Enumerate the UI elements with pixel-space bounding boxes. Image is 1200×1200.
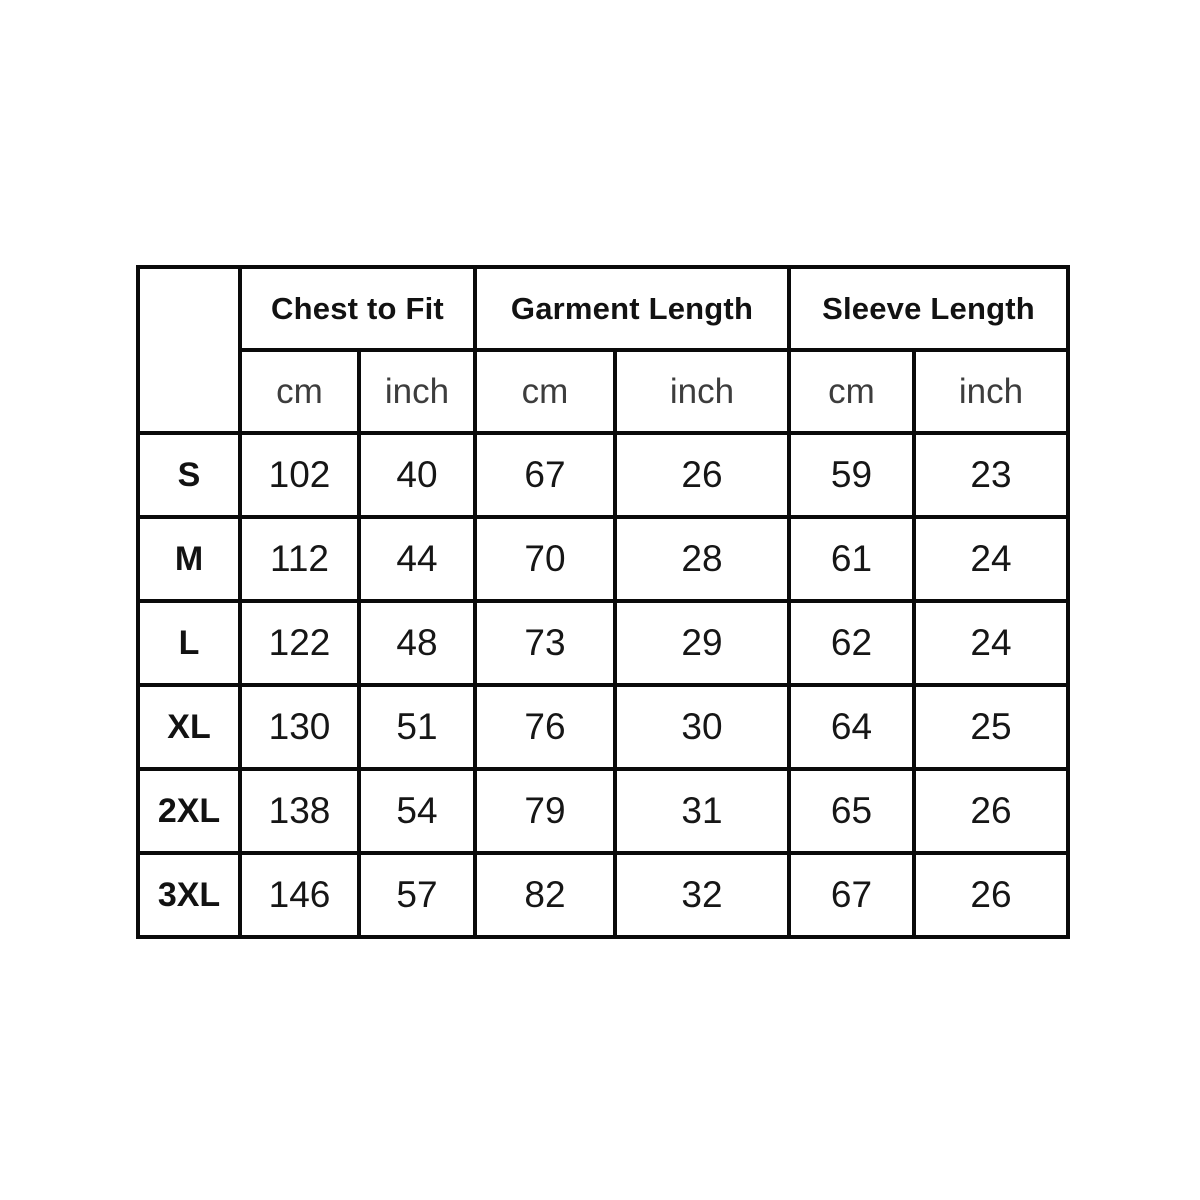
table-cell: 138 [238, 767, 361, 855]
table-row-xl: XL 130 51 76 30 64 25 [136, 683, 1070, 771]
table-cell: 102 [238, 431, 361, 519]
table-cell: 40 [357, 431, 477, 519]
table-cell: 65 [787, 767, 916, 855]
table-cell: 26 [912, 767, 1070, 855]
column-group-chest-to-fit: Chest to Fit [238, 265, 477, 352]
table-cell: 26 [912, 851, 1070, 939]
table-cell: 57 [357, 851, 477, 939]
size-label-3xl: 3XL [136, 851, 242, 939]
table-cell: 26 [613, 431, 791, 519]
column-group-sleeve-length: Sleeve Length [787, 265, 1070, 352]
size-chart-table: Chest to Fit Garment Length Sleeve Lengt… [136, 265, 1070, 939]
size-label-xl: XL [136, 683, 242, 771]
size-label-m: M [136, 515, 242, 603]
unit-header-sleeve-inch: inch [912, 348, 1070, 435]
size-label-2xl: 2XL [136, 767, 242, 855]
table-cell: 122 [238, 599, 361, 687]
table-cell: 51 [357, 683, 477, 771]
table-cell: 31 [613, 767, 791, 855]
size-label-s: S [136, 431, 242, 519]
table-cell: 64 [787, 683, 916, 771]
table-cell: 67 [473, 431, 617, 519]
table-cell: 130 [238, 683, 361, 771]
table-cell: 62 [787, 599, 916, 687]
table-cell: 32 [613, 851, 791, 939]
table-cell: 24 [912, 515, 1070, 603]
table-cell: 73 [473, 599, 617, 687]
unit-header-row: cm inch cm inch cm inch [138, 348, 1070, 435]
table-row-s: S 102 40 67 26 59 23 [136, 431, 1070, 519]
table-cell: 44 [357, 515, 477, 603]
table-cell: 112 [238, 515, 361, 603]
table-cell: 82 [473, 851, 617, 939]
table-cell: 61 [787, 515, 916, 603]
table-cell: 30 [613, 683, 791, 771]
header-group-row: Chest to Fit Garment Length Sleeve Lengt… [136, 265, 1070, 435]
table-cell: 25 [912, 683, 1070, 771]
size-label-l: L [136, 599, 242, 687]
unit-header-garment-cm: cm [473, 348, 617, 435]
unit-header-garment-inch: inch [613, 348, 791, 435]
corner-spacer [136, 265, 242, 435]
table-cell: 70 [473, 515, 617, 603]
table-cell: 59 [787, 431, 916, 519]
unit-header-chest-cm: cm [238, 348, 361, 435]
table-cell: 67 [787, 851, 916, 939]
table-cell: 29 [613, 599, 791, 687]
table-row-m: M 112 44 70 28 61 24 [136, 515, 1070, 603]
unit-header-sleeve-cm: cm [787, 348, 916, 435]
table-cell: 146 [238, 851, 361, 939]
unit-header-chest-inch: inch [357, 348, 477, 435]
table-cell: 48 [357, 599, 477, 687]
table-cell: 54 [357, 767, 477, 855]
column-group-garment-length: Garment Length [473, 265, 791, 352]
table-cell: 76 [473, 683, 617, 771]
table-cell: 24 [912, 599, 1070, 687]
table-cell: 79 [473, 767, 617, 855]
table-row-3xl: 3XL 146 57 82 32 67 26 [136, 851, 1070, 939]
table-row-2xl: 2XL 138 54 79 31 65 26 [136, 767, 1070, 855]
table-row-l: L 122 48 73 29 62 24 [136, 599, 1070, 687]
table-cell: 28 [613, 515, 791, 603]
table-cell: 23 [912, 431, 1070, 519]
